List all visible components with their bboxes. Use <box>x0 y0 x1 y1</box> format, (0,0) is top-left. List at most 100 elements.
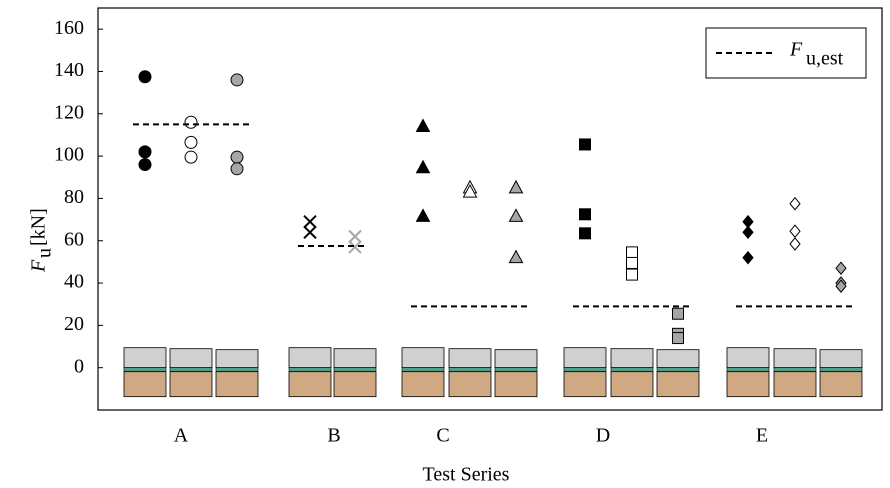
y-tick-label: 60 <box>64 228 84 250</box>
y-label-sub: u <box>34 248 56 258</box>
specimen-top <box>773 348 817 369</box>
specimen-base <box>819 371 863 398</box>
y-label-symbol: F <box>28 259 50 273</box>
data-point <box>230 73 244 87</box>
specimen-layer <box>333 367 377 372</box>
data-point <box>184 135 198 149</box>
specimen-layer <box>773 367 817 372</box>
specimen-layer <box>169 367 213 372</box>
specimen-base <box>169 371 213 398</box>
specimen-base <box>288 371 332 398</box>
specimen-layer <box>610 367 654 372</box>
y-tick-label: 120 <box>54 101 84 123</box>
specimen-top <box>656 349 700 369</box>
data-point <box>672 307 684 320</box>
data-point <box>415 118 431 132</box>
data-point <box>579 208 591 221</box>
specimen-base <box>448 371 492 398</box>
specimen-base <box>494 371 538 398</box>
specimen-layer <box>494 367 538 372</box>
specimen-base <box>726 371 770 398</box>
y-axis-label: F u [kN] <box>28 208 56 273</box>
data-point <box>835 261 847 276</box>
specimen-top <box>288 347 332 369</box>
y-label-unit: [kN] <box>28 208 50 246</box>
specimen-layer <box>563 367 607 372</box>
specimen-top <box>819 349 863 369</box>
data-point <box>415 159 431 174</box>
specimen-top <box>215 349 259 369</box>
x-tick-label: D <box>596 425 610 447</box>
data-point <box>742 250 754 265</box>
specimen-base <box>401 371 445 398</box>
specimen-base <box>123 371 167 398</box>
data-point <box>303 225 317 239</box>
specimen-top <box>169 348 213 369</box>
specimen-top <box>610 348 654 369</box>
x-axis-label: Test Series <box>423 464 510 486</box>
data-point <box>789 224 801 238</box>
data-point <box>626 268 638 281</box>
plot-frame <box>97 7 883 411</box>
data-point <box>184 115 198 129</box>
specimen-top <box>123 347 167 369</box>
x-tick-label: C <box>436 425 449 447</box>
data-point <box>508 249 524 264</box>
specimen-base <box>773 371 817 398</box>
specimen-top <box>563 347 607 369</box>
data-point <box>626 246 638 259</box>
specimen-top <box>401 347 445 369</box>
specimen-layer <box>215 367 259 372</box>
y-tick-label: 20 <box>64 313 84 335</box>
data-point <box>579 138 591 151</box>
specimen-top <box>494 349 538 369</box>
data-point <box>835 279 847 294</box>
data-point <box>789 196 801 211</box>
y-tick-label: 140 <box>54 59 84 81</box>
x-tick-label: E <box>756 425 768 447</box>
specimen-top <box>448 348 492 369</box>
specimen-layer <box>448 367 492 372</box>
y-tick-label: 100 <box>54 144 84 166</box>
data-point <box>138 158 152 172</box>
x-tick-label: B <box>327 425 340 447</box>
legend-sub: u,est <box>806 48 844 70</box>
data-point <box>138 145 152 159</box>
data-point <box>184 150 198 164</box>
y-tick-label: 40 <box>64 271 84 293</box>
specimen-base <box>610 371 654 398</box>
data-point <box>508 179 524 194</box>
legend-box <box>705 27 867 79</box>
data-point <box>626 256 638 269</box>
y-tick-label: 0 <box>74 355 84 377</box>
data-point <box>672 332 684 345</box>
specimen-base <box>333 371 377 398</box>
data-point <box>415 208 431 222</box>
y-tick-label: 160 <box>54 17 84 39</box>
data-point <box>789 237 801 251</box>
specimen-layer <box>288 367 332 372</box>
specimen-layer <box>656 367 700 372</box>
specimen-base <box>563 371 607 398</box>
specimen-layer <box>726 367 770 372</box>
specimen-top <box>333 348 377 369</box>
specimen-layer <box>401 367 445 372</box>
data-point <box>348 229 362 244</box>
specimen-layer <box>819 367 863 372</box>
specimen-base <box>656 371 700 398</box>
data-point <box>303 214 317 229</box>
data-point <box>462 184 478 198</box>
data-point <box>348 240 362 254</box>
data-point <box>230 150 244 164</box>
data-point <box>230 162 244 176</box>
x-tick-label: A <box>174 425 189 447</box>
specimen-top <box>726 347 770 369</box>
specimen-layer <box>123 367 167 372</box>
data-point <box>742 225 754 240</box>
data-point <box>138 70 152 84</box>
data-point <box>508 208 524 222</box>
legend-symbol: F <box>789 39 803 61</box>
data-point <box>579 227 591 240</box>
y-tick-label: 80 <box>64 186 84 208</box>
